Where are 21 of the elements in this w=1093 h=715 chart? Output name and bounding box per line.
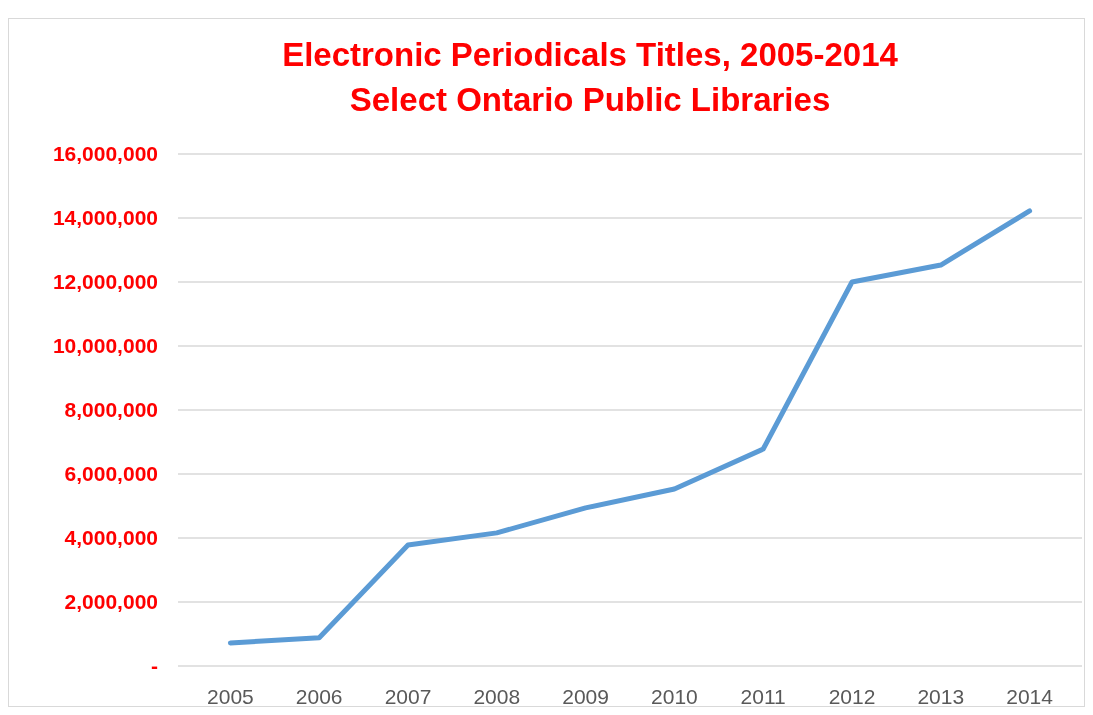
x-tick-label: 2007 (384, 685, 432, 708)
y-tick-label: 16,000,000 (52, 142, 158, 166)
y-tick-label: 12,000,000 (52, 270, 158, 294)
y-tick-label: 2,000,000 (64, 590, 158, 614)
x-tick-label: 2008 (473, 685, 521, 708)
y-tick-label: 10,000,000 (52, 334, 158, 358)
x-tick-label: 2011 (740, 685, 786, 708)
y-tick-label: 6,000,000 (64, 462, 158, 486)
x-tick-label: 2010 (651, 685, 698, 708)
x-tick-label: 2009 (562, 685, 609, 708)
y-tick-label: 4,000,000 (64, 526, 158, 550)
chart-subtitle: Select Ontario Public Libraries (349, 81, 831, 118)
x-tick-label: 2013 (917, 685, 965, 708)
x-tick-label: 2012 (828, 685, 876, 708)
chart-title: Electronic Periodicals Titles, 2005-2014 (282, 36, 899, 73)
y-tick-label: 8,000,000 (64, 398, 158, 422)
y-tick-label: - (151, 654, 158, 678)
x-tick-label: 2005 (207, 685, 254, 708)
x-tick-label: 2014 (1006, 685, 1054, 708)
x-tick-label: 2006 (295, 685, 343, 708)
y-tick-label: 14,000,000 (52, 206, 158, 230)
